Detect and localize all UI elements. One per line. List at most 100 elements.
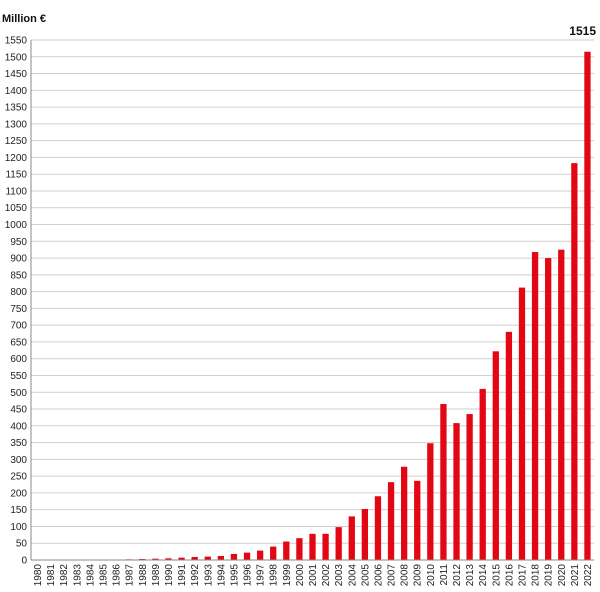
bar-2010 (427, 443, 434, 560)
x-tick-label: 2017 (517, 564, 528, 587)
y-tick-label: 300 (10, 455, 27, 466)
x-tick-label: 1983 (72, 564, 83, 587)
bar-2003 (335, 527, 342, 560)
y-tick-label: 200 (10, 488, 27, 499)
bar-1999 (283, 541, 290, 560)
y-tick-label: 1000 (5, 220, 28, 231)
bar-2006 (374, 496, 382, 560)
x-tick-label: 1992 (190, 564, 201, 587)
x-tick-labels: 1980 1981 1982 1983 1984 1985 1986 1987 1988 1989… (33, 564, 594, 587)
bar-2019 (545, 258, 552, 560)
x-tick-label: 1994 (216, 564, 227, 587)
bar-2002 (322, 533, 329, 560)
x-tick-label: 2002 (321, 564, 332, 587)
bar-2007 (387, 482, 395, 560)
annotations: 1515 (569, 24, 596, 38)
bar-2018 (531, 252, 539, 560)
y-tick-label: 100 (10, 522, 27, 533)
bar-2017 (518, 287, 526, 560)
bar-1995 (230, 553, 238, 560)
bar-1991 (178, 557, 185, 560)
x-tick-label: 1987 (125, 564, 136, 587)
y-tick-label: 700 (10, 321, 27, 332)
y-tick-label: 450 (10, 405, 27, 416)
bar-2015 (492, 351, 499, 560)
bar-2014 (479, 388, 486, 560)
x-tick-label: 2003 (334, 564, 345, 587)
bar-2008 (401, 466, 408, 560)
x-tick-label: 2022 (583, 564, 594, 587)
bar-1993 (204, 556, 211, 560)
x-tick-label: 2005 (360, 564, 371, 587)
x-tick-label: 2018 (531, 564, 542, 587)
bar-1988 (139, 558, 146, 560)
bar-2004 (348, 516, 355, 560)
bars (99, 51, 591, 561)
bar-2009 (414, 480, 421, 560)
x-tick-label: 1982 (59, 564, 70, 587)
x-tick-label: 2012 (452, 564, 463, 587)
x-tick-label: 1989 (151, 564, 162, 587)
bar-1994 (217, 555, 224, 560)
y-tick-label: 900 (10, 254, 27, 265)
x-tick-label: 2011 (439, 564, 450, 586)
y-tick-label: 0 (21, 556, 27, 567)
y-tick-label: 150 (10, 505, 27, 516)
x-tick-label: 2015 (491, 564, 502, 587)
bar-2012 (453, 423, 460, 560)
y-tick-label: 1200 (5, 153, 28, 164)
y-tick-label: 1150 (5, 170, 27, 181)
x-tick-label: 2007 (387, 564, 398, 587)
x-tick-label: 1997 (256, 564, 267, 587)
bar-2001 (309, 533, 316, 560)
bar-2011 (440, 404, 447, 560)
y-tick-label: 1250 (5, 136, 28, 147)
y-tick-label: 1450 (5, 69, 28, 80)
x-tick-label: 2013 (465, 564, 476, 587)
bar-2000 (296, 538, 303, 560)
bar-2022 (584, 51, 591, 560)
x-tick-label: 1998 (269, 564, 280, 587)
x-tick-label: 1993 (203, 564, 214, 587)
x-tick-label: 2020 (557, 564, 568, 587)
x-tick-label: 1999 (282, 564, 293, 587)
x-tick-label: 2019 (544, 564, 555, 587)
x-tick-label: 2004 (347, 564, 358, 587)
y-tick-labels: 0 50 100 150 200 250 300 350 400 450 500 550 600 650 7… (5, 36, 28, 567)
x-tick-label: 2021 (570, 564, 581, 587)
bar-1997 (256, 550, 264, 560)
y-tick-label: 1350 (5, 103, 28, 114)
x-tick-label: 2010 (426, 564, 437, 587)
x-tick-label: 2009 (413, 564, 424, 587)
y-tick-label: 1550 (5, 36, 28, 47)
y-tick-label: 350 (10, 438, 27, 449)
y-tick-label: 750 (10, 304, 27, 315)
y-tick-label: 850 (10, 270, 27, 281)
x-tick-label: 1990 (164, 564, 175, 587)
y-tick-label: 950 (10, 237, 27, 248)
x-tick-label: 1984 (85, 564, 96, 587)
grid-layer (31, 39, 594, 561)
y-tick-label: 50 (16, 539, 28, 550)
data-label-2022: 1515 (569, 24, 596, 38)
y-tick-label: 250 (10, 472, 27, 483)
bar-2020 (558, 249, 565, 560)
x-tick-label: 1991 (177, 564, 188, 587)
bar-1992 (191, 556, 198, 560)
x-tick-label: 1985 (99, 564, 110, 587)
x-tick-label: 1980 (33, 564, 44, 587)
y-tick-label: 800 (10, 287, 27, 298)
bar-1996 (243, 552, 251, 560)
y-tick-label: 550 (10, 371, 27, 382)
y-tick-label: 650 (10, 337, 27, 348)
x-tick-label: 1996 (243, 564, 254, 587)
y-tick-label: 1400 (5, 86, 28, 97)
y-tick-label: 1100 (5, 186, 27, 197)
y-tick-label: 600 (10, 354, 27, 365)
y-tick-label: 1500 (5, 52, 28, 63)
y-tick-label: 500 (10, 388, 27, 399)
bar-1990 (165, 558, 172, 560)
y-tick-label: 400 (10, 421, 27, 432)
x-tick-label: 2000 (295, 564, 306, 587)
